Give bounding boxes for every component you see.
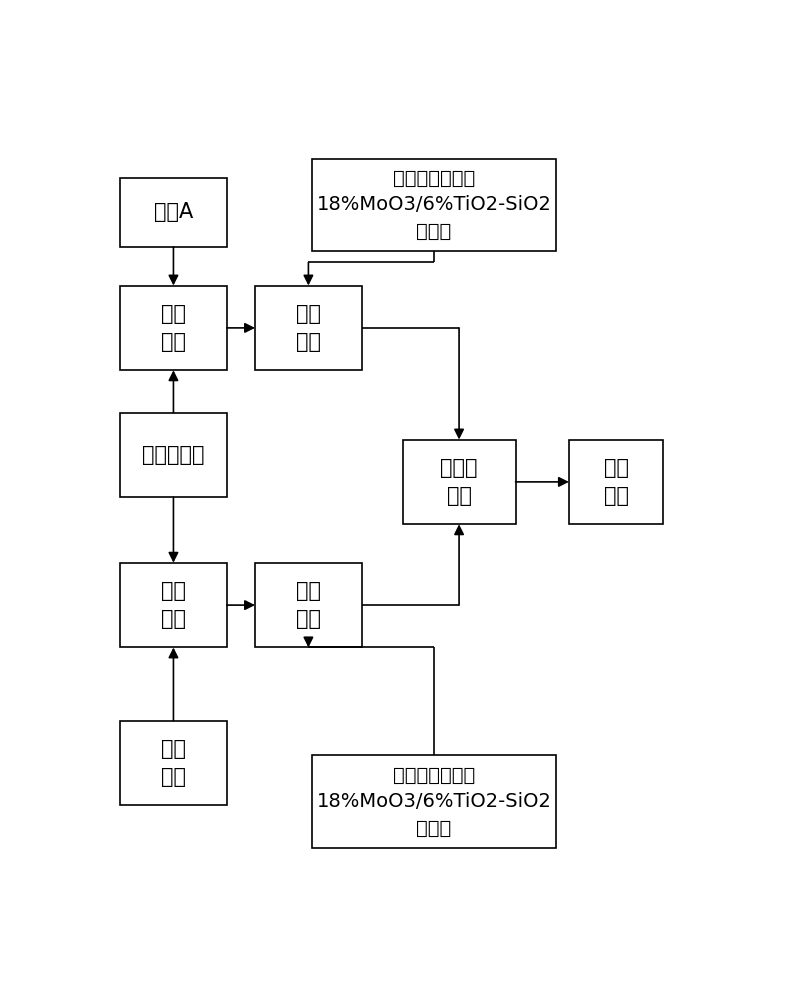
Bar — [312, 158, 556, 251]
Text: 均匀
混合: 均匀 混合 — [161, 304, 186, 352]
Text: 经醒酸处理过的
18%MoO3/6%TiO2-SiO2
催化剂: 经醒酸处理过的 18%MoO3/6%TiO2-SiO2 催化剂 — [317, 765, 552, 837]
Bar — [403, 440, 515, 524]
Text: 缩聚
反应: 缩聚 反应 — [603, 458, 629, 506]
Bar — [255, 286, 362, 370]
Bar — [120, 178, 227, 247]
Text: 酯化
反应: 酯化 反应 — [296, 304, 321, 352]
Bar — [120, 563, 227, 647]
Bar — [120, 286, 227, 370]
Text: 双酟A: 双酟A — [154, 202, 193, 222]
Text: 酯化
反应: 酯化 反应 — [296, 581, 321, 629]
Text: 预缩聚
反应: 预缩聚 反应 — [441, 458, 478, 506]
Bar — [569, 440, 663, 524]
Text: 异山
梨醇: 异山 梨醇 — [161, 739, 186, 787]
Bar — [255, 563, 362, 647]
Text: 经醒酸处理过的
18%MoO3/6%TiO2-SiO2
催化剂: 经醒酸处理过的 18%MoO3/6%TiO2-SiO2 催化剂 — [317, 169, 552, 241]
Bar — [312, 755, 556, 848]
Bar — [120, 413, 227, 497]
Text: 草酸二甲酯: 草酸二甲酯 — [143, 445, 205, 465]
Bar — [120, 721, 227, 805]
Text: 均匀
混合: 均匀 混合 — [161, 581, 186, 629]
